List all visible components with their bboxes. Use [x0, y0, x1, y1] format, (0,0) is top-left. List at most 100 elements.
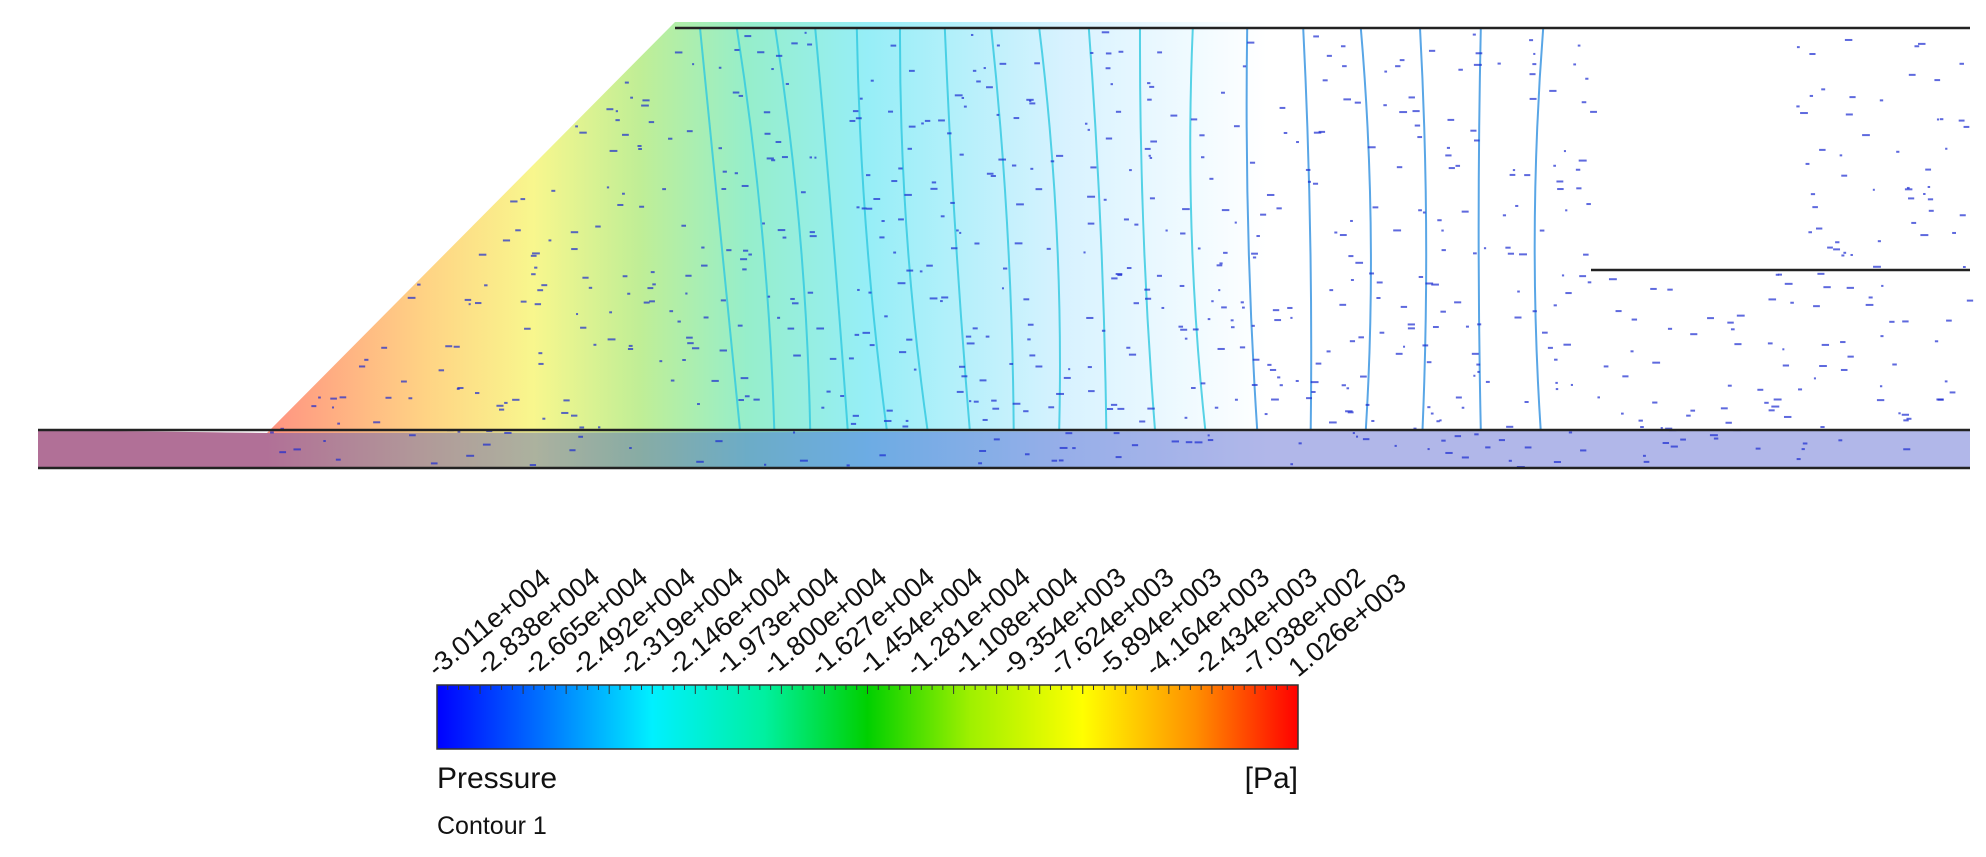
vector-mark [579, 131, 587, 134]
vector-mark [1050, 160, 1055, 163]
vector-mark [1046, 247, 1051, 250]
vector-mark [570, 231, 579, 234]
vector-mark [1290, 316, 1293, 319]
vector-mark [1118, 50, 1124, 53]
vector-mark [1156, 274, 1162, 277]
vector-mark [1850, 253, 1853, 256]
vector-mark [829, 357, 837, 360]
vector-mark [1126, 267, 1132, 270]
vector-mark [1016, 203, 1024, 206]
contour-lines [699, 27, 1545, 431]
vector-mark [1473, 63, 1482, 66]
vector-mark [520, 198, 526, 201]
vector-mark [1477, 323, 1482, 326]
vector-mark [869, 344, 875, 347]
vector-mark [409, 434, 416, 437]
vector-mark [1532, 310, 1537, 313]
vector-mark [1269, 368, 1277, 371]
vector-mark [893, 251, 897, 254]
vector-mark [1087, 128, 1090, 131]
vector-mark [1936, 398, 1944, 401]
vector-mark [986, 86, 993, 89]
vector-mark [1801, 448, 1805, 451]
vector-mark [1027, 338, 1031, 341]
vector-mark [1277, 376, 1281, 379]
vector-mark [764, 132, 771, 135]
vector-mark [855, 117, 862, 120]
vector-mark [1881, 284, 1884, 287]
vector-mark [856, 206, 860, 209]
vector-mark [1352, 432, 1355, 435]
vector-mark [1840, 368, 1848, 371]
vector-mark [1815, 227, 1823, 230]
vector-mark [607, 338, 616, 341]
vector-mark [339, 396, 347, 399]
vector-mark [1147, 82, 1151, 85]
vector-mark [1782, 348, 1785, 351]
vector-mark [1587, 281, 1592, 284]
vector-mark [1823, 286, 1831, 289]
vector-mark [593, 343, 597, 346]
vector-mark [588, 286, 593, 289]
vector-mark [718, 147, 722, 150]
vector-mark [1621, 412, 1624, 415]
vector-mark [1471, 352, 1479, 355]
vector-mark [1414, 124, 1421, 127]
vector-mark [956, 229, 959, 232]
vector-mark [1148, 154, 1151, 157]
vector-mark [686, 336, 693, 339]
vector-mark [1790, 301, 1794, 304]
vector-mark [622, 133, 629, 136]
vector-mark [1730, 328, 1735, 331]
color-bar [436, 684, 1299, 750]
vector-mark [685, 274, 692, 277]
contour-line [1533, 27, 1545, 431]
vector-mark [1023, 298, 1030, 301]
vector-mark [1923, 192, 1926, 195]
vector-mark [318, 396, 321, 399]
vector-mark [1221, 306, 1227, 309]
vector-mark [1485, 446, 1491, 449]
vector-mark [1179, 284, 1185, 287]
vector-mark [1927, 185, 1931, 188]
vector-mark [464, 298, 472, 301]
vector-mark [1117, 407, 1125, 410]
vector-mark [1329, 289, 1334, 292]
vector-mark [1105, 137, 1113, 140]
vector-mark [1622, 375, 1629, 378]
vector-mark [790, 297, 795, 300]
vector-mark [561, 411, 569, 414]
vector-mark [721, 187, 727, 190]
vector-mark [1835, 241, 1840, 244]
vector-mark [1603, 365, 1609, 368]
vector-mark [571, 248, 578, 251]
vector-mark [1113, 432, 1120, 435]
vector-mark [311, 405, 317, 408]
vector-mark [1233, 125, 1240, 128]
vector-mark [1029, 102, 1036, 105]
vector-mark [1422, 344, 1429, 347]
vector-mark [938, 119, 945, 122]
vector-mark [1150, 140, 1158, 143]
vector-mark [1709, 434, 1718, 437]
vector-mark [373, 421, 381, 424]
vector-mark [1200, 156, 1205, 159]
vector-mark [1267, 363, 1272, 366]
vector-mark [1407, 327, 1415, 330]
vector-mark [809, 231, 815, 234]
vector-mark [1376, 281, 1383, 284]
vector-mark [1266, 193, 1275, 196]
vector-mark [757, 51, 765, 54]
vector-mark [1105, 67, 1111, 70]
vector-mark [950, 247, 958, 250]
vector-mark [1959, 214, 1966, 217]
vector-mark [913, 368, 917, 371]
vector-mark [1485, 380, 1490, 383]
vector-mark [1872, 188, 1875, 191]
vector-mark [1461, 456, 1469, 459]
vector-mark [1903, 419, 1909, 422]
vector-mark [1014, 242, 1023, 245]
vector-mark [1171, 440, 1179, 443]
vector-mark [1555, 388, 1559, 391]
